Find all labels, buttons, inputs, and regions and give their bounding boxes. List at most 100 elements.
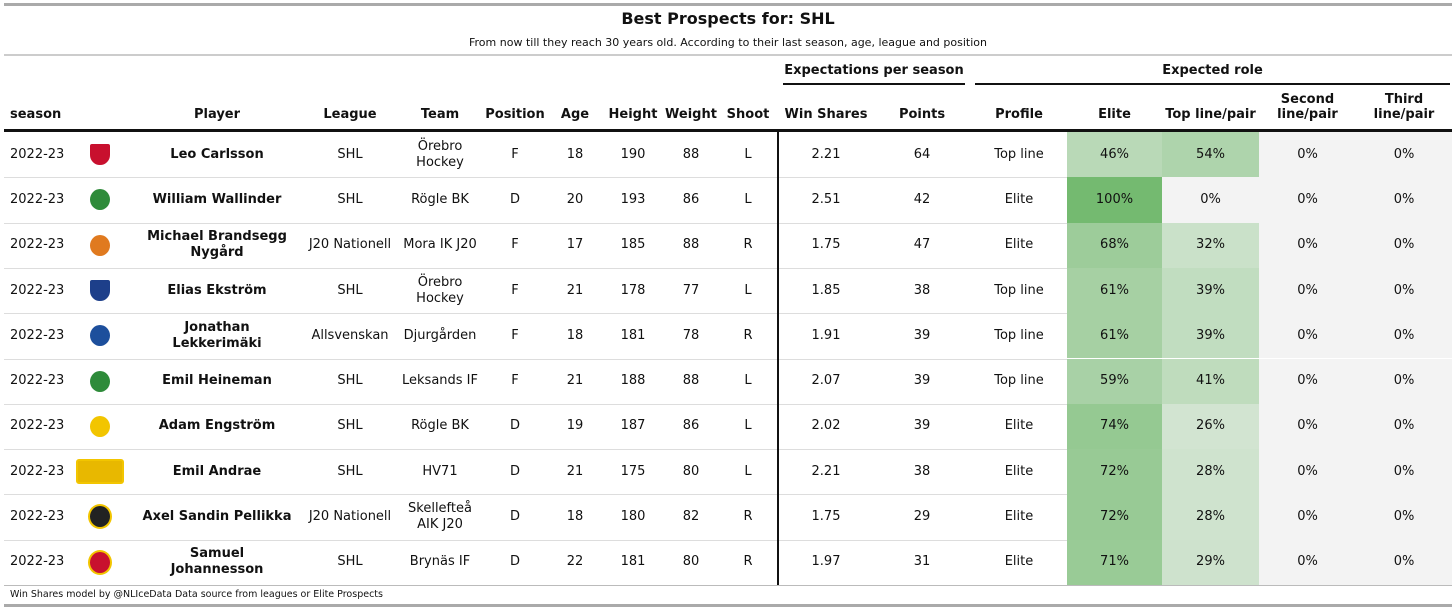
cell-shade bbox=[1259, 177, 1356, 223]
team-logo bbox=[88, 277, 112, 303]
cell-shade bbox=[1162, 313, 1259, 359]
cell-shade bbox=[1162, 449, 1259, 495]
column-header: Top line/pair bbox=[1165, 107, 1256, 122]
column-header: Weight bbox=[665, 107, 717, 122]
table-cell: 39% bbox=[1196, 282, 1225, 298]
table-cell: R bbox=[743, 554, 753, 570]
table-cell: 1.85 bbox=[811, 282, 841, 298]
table-cell: R bbox=[743, 327, 753, 343]
table-cell: Rögle BK bbox=[411, 418, 469, 434]
team-logo bbox=[88, 187, 112, 213]
table-cell: 0% bbox=[1297, 146, 1318, 162]
table-cell: Rögle BK bbox=[411, 191, 469, 207]
table-cell: Samuel Johannesson bbox=[170, 546, 264, 578]
table-cell: 18 bbox=[566, 146, 584, 162]
table-cell: Top line bbox=[994, 327, 1044, 343]
table-cell: SHL bbox=[337, 463, 363, 479]
cell-shade bbox=[1162, 494, 1259, 540]
cell-shade bbox=[1162, 177, 1259, 223]
top-border bbox=[4, 3, 1452, 6]
cell-shade bbox=[1067, 313, 1162, 359]
table-cell: 86 bbox=[682, 418, 700, 434]
table-cell: 39 bbox=[913, 418, 931, 434]
table-cell: 0% bbox=[1297, 554, 1318, 570]
table-cell: D bbox=[509, 463, 520, 479]
cell-shade bbox=[1356, 313, 1452, 359]
table-cell: 0% bbox=[1297, 418, 1318, 434]
team-logo bbox=[76, 459, 124, 485]
table-cell: 32% bbox=[1196, 237, 1225, 253]
table-cell: F bbox=[511, 282, 519, 298]
table-cell: Örebro Hockey bbox=[416, 274, 464, 306]
table-cell: Brynäs IF bbox=[409, 554, 471, 570]
cell-shade bbox=[1356, 222, 1452, 268]
table-cell: L bbox=[744, 282, 752, 298]
row-rule bbox=[4, 358, 1452, 360]
table-cell: 28% bbox=[1196, 509, 1225, 525]
table-cell: 187 bbox=[620, 418, 646, 434]
table-cell: 59% bbox=[1100, 373, 1129, 389]
table-cell: 0% bbox=[1393, 327, 1415, 343]
cell-shade bbox=[1259, 358, 1356, 404]
cell-shade bbox=[1356, 449, 1452, 495]
cell-shade bbox=[1259, 222, 1356, 268]
table-cell: 72% bbox=[1100, 463, 1129, 479]
table-cell: 0% bbox=[1393, 509, 1415, 525]
table-cell: Leksands IF bbox=[402, 373, 478, 389]
group-rule bbox=[975, 83, 1450, 85]
cell-shade bbox=[1067, 358, 1162, 404]
table-cell: 22 bbox=[566, 554, 584, 570]
table-cell: Top line bbox=[994, 373, 1044, 389]
cell-shade bbox=[1162, 132, 1259, 178]
table-cell: SHL bbox=[337, 418, 363, 434]
table-cell: 21 bbox=[566, 282, 584, 298]
table-cell: 100% bbox=[1095, 191, 1134, 207]
table-cell: 2022-23 bbox=[10, 282, 65, 298]
table-cell: 0% bbox=[1393, 191, 1415, 207]
column-header: Third line/pair bbox=[1373, 92, 1435, 122]
table-cell: 88 bbox=[682, 237, 700, 253]
table-cell: 178 bbox=[620, 282, 646, 298]
table-cell: 1.97 bbox=[811, 554, 841, 570]
table-cell: F bbox=[511, 237, 519, 253]
column-header: Points bbox=[898, 107, 946, 122]
table-cell: 2.21 bbox=[811, 463, 841, 479]
table-cell: 20 bbox=[566, 191, 584, 207]
table-cell: L bbox=[744, 373, 752, 389]
cell-shade bbox=[1259, 132, 1356, 178]
table-cell: Adam Engström bbox=[158, 418, 276, 434]
team-logo bbox=[88, 232, 112, 258]
table-cell: J20 Nationell bbox=[308, 237, 392, 253]
table-cell: 77 bbox=[682, 282, 700, 298]
table-cell: Top line bbox=[994, 282, 1044, 298]
table-cell: SHL bbox=[337, 191, 363, 207]
group-rule bbox=[783, 83, 965, 85]
table-cell: Emil Heineman bbox=[162, 373, 272, 389]
cell-shade bbox=[1259, 494, 1356, 540]
cell-shade bbox=[1162, 539, 1259, 585]
table-cell: D bbox=[509, 509, 520, 525]
table-cell: 19 bbox=[566, 418, 584, 434]
row-rule bbox=[4, 539, 1452, 541]
column-header: Height bbox=[608, 107, 658, 122]
table-cell: 180 bbox=[620, 509, 646, 525]
table-cell: Elite bbox=[1004, 509, 1034, 525]
table-cell: Jonathan Lekkerimäki bbox=[172, 319, 262, 351]
table-cell: 2022-23 bbox=[10, 146, 65, 162]
table-cell: Allsvenskan bbox=[311, 327, 389, 343]
table-cell: 17 bbox=[566, 237, 584, 253]
table-cell: 175 bbox=[620, 463, 646, 479]
table-cell: 31 bbox=[913, 554, 931, 570]
table-cell: 0% bbox=[1297, 463, 1318, 479]
cell-shade bbox=[1356, 358, 1452, 404]
table-cell: 80 bbox=[682, 554, 700, 570]
table-cell: 0% bbox=[1297, 191, 1318, 207]
table-cell: 18 bbox=[566, 509, 584, 525]
table-cell: 0% bbox=[1393, 418, 1415, 434]
table-cell: 0% bbox=[1297, 327, 1318, 343]
row-rule bbox=[4, 585, 1452, 586]
cell-shade bbox=[1162, 358, 1259, 404]
cell-shade bbox=[1067, 267, 1162, 314]
table-cell: Mora IK J20 bbox=[403, 237, 477, 253]
